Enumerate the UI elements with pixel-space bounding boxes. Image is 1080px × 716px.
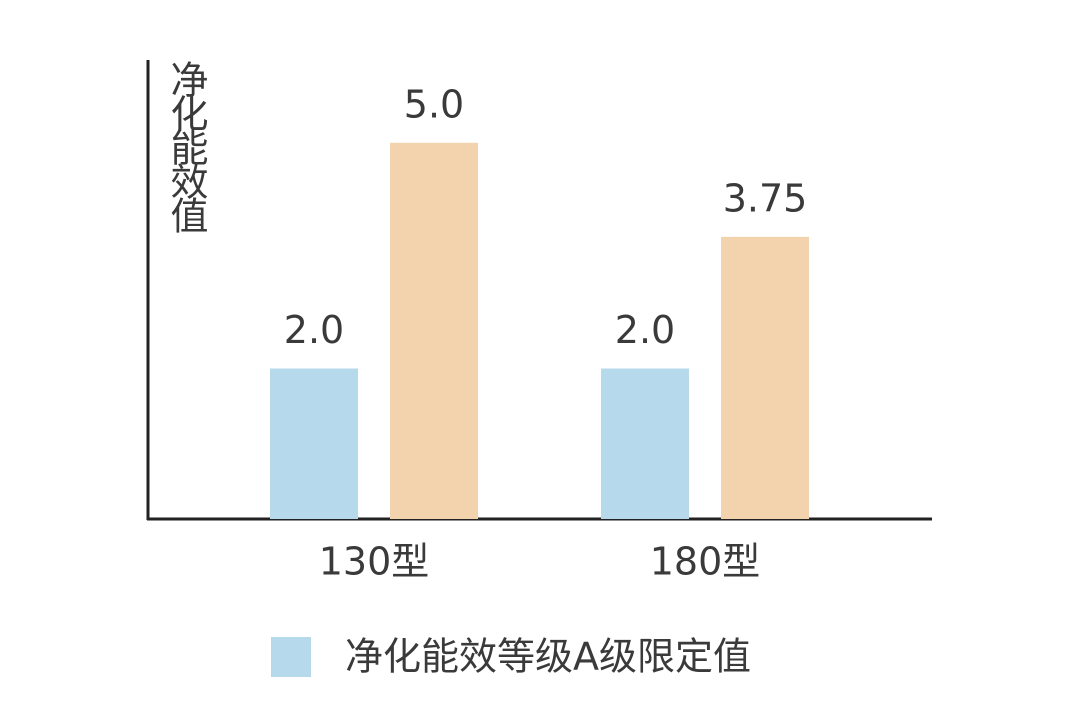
value-label: 5.0 [404,82,464,126]
bar [721,236,809,519]
value-label: 2.0 [615,308,675,352]
y-axis-label: 净化能效值 [164,60,208,234]
x-tick-label: 180型 [650,540,761,584]
bar [601,368,689,519]
value-label: 2.0 [284,308,344,352]
x-tick-label: 130型 [319,540,430,584]
value-label: 3.75 [723,176,808,220]
legend-label: 净化能效等级A级限定值 [345,635,751,679]
legend-swatch [271,637,311,677]
bar [270,368,358,519]
bar [390,142,478,519]
